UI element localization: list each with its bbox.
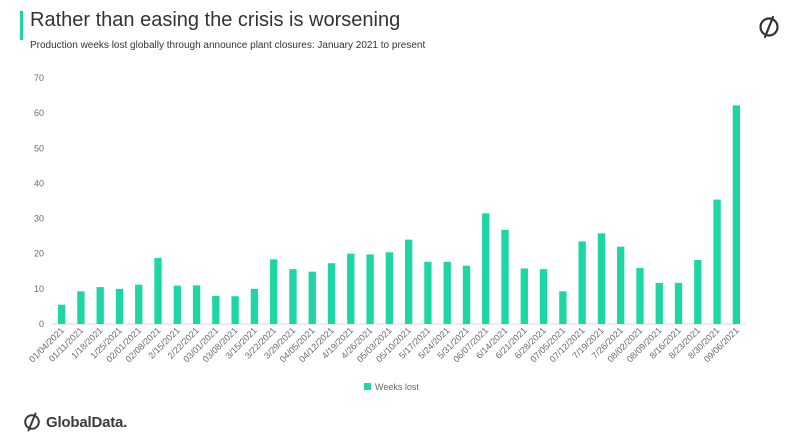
bar — [115, 288, 124, 324]
y-tick-label: 20 — [34, 249, 44, 259]
bar — [559, 291, 567, 324]
bar — [212, 295, 220, 324]
globaldata-mark-icon — [759, 15, 779, 39]
globaldata-logo: GlobalData. — [22, 412, 127, 432]
bar — [270, 259, 278, 324]
bar — [482, 213, 490, 324]
bar — [713, 199, 721, 324]
bar — [501, 229, 509, 324]
y-tick-label: 70 — [34, 73, 44, 83]
bar — [520, 268, 528, 324]
bar — [424, 261, 432, 324]
y-tick-label: 60 — [34, 108, 44, 118]
bar — [597, 233, 606, 324]
chart-title: Rather than easing the crisis is worseni… — [30, 9, 401, 31]
bar — [655, 282, 663, 324]
bar — [173, 285, 181, 324]
y-tick-label: 0 — [39, 319, 44, 329]
y-tick-label: 40 — [34, 178, 44, 188]
legend-swatch — [364, 383, 371, 390]
bar — [192, 285, 201, 324]
legend-label: Weeks lost — [375, 382, 419, 392]
y-tick-label: 30 — [34, 214, 44, 224]
bar-chart: 01020304050607001/04/202101/11/20211/18/… — [27, 73, 746, 392]
bar — [289, 269, 297, 324]
bar — [539, 269, 548, 324]
bar — [96, 287, 104, 324]
bar — [385, 252, 394, 324]
bar — [308, 271, 316, 324]
bar — [578, 241, 586, 324]
bar — [347, 253, 355, 324]
y-tick-label: 10 — [34, 284, 44, 294]
bar — [231, 296, 239, 324]
bar — [57, 304, 66, 324]
title-accent-bar — [20, 11, 23, 40]
bar — [674, 282, 683, 324]
bar — [694, 260, 702, 324]
bar — [154, 257, 162, 324]
globaldata-logo-icon — [24, 412, 40, 432]
logo-text: GlobalData. — [46, 413, 128, 431]
bar — [250, 288, 259, 324]
bar — [636, 268, 644, 324]
chart-subtitle: Production weeks lost globally through a… — [30, 40, 426, 51]
bar — [327, 263, 336, 324]
bar — [443, 261, 451, 324]
bar — [617, 246, 625, 324]
y-tick-label: 50 — [34, 143, 44, 153]
bar — [732, 105, 741, 324]
bar — [404, 239, 413, 324]
bar — [135, 284, 143, 324]
bar — [366, 254, 374, 324]
bar — [77, 291, 85, 324]
bar — [462, 265, 471, 324]
